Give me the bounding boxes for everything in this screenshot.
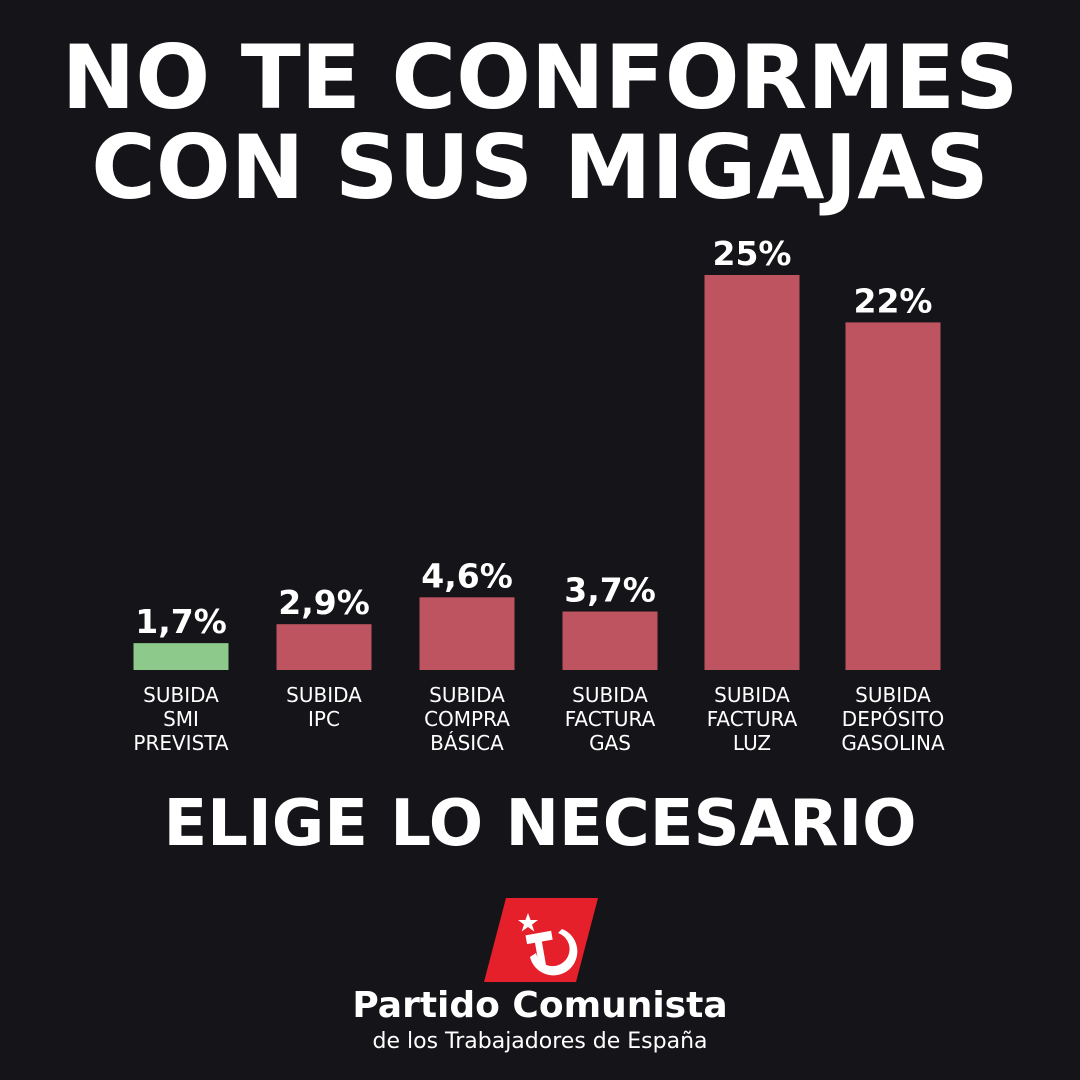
bar-4 [704,275,800,670]
category-label-2-0: SUBIDA [429,683,505,707]
value-label-0: 1,7% [135,602,227,641]
bar-3 [562,611,658,670]
hammer-sickle-star-icon [484,898,598,982]
value-label-4: 25% [713,234,792,273]
value-label-5: 22% [854,281,933,320]
category-label-3-1: FACTURA [565,707,656,731]
headline-line-2: CON SUS MIGAJAS [91,116,989,219]
category-label-4-1: FACTURA [707,707,798,731]
party-name: Partido Comunista [352,985,728,1026]
category-label-5-0: SUBIDA [855,683,931,707]
headline-line-1: NO TE CONFORMES [61,26,1019,129]
bar-2 [419,597,515,670]
category-label-1-0: SUBIDA [286,683,362,707]
category-label-2-1: COMPRA [424,707,510,731]
category-label-3-2: GAS [589,731,631,755]
category-label-2-2: BÁSICA [430,731,504,755]
category-label-5-2: GASOLINA [841,731,945,755]
bar-1 [276,624,372,670]
value-label-3: 3,7% [564,571,656,610]
value-label-1: 2,9% [278,583,370,622]
category-label-0-2: PREVISTA [133,731,229,755]
party-subtitle: de los Trabajadores de España [372,1029,708,1054]
category-label-0-0: SUBIDA [143,683,219,707]
bar-5 [845,322,941,670]
slogan: ELIGE LO NECESARIO [163,787,917,861]
bar-chart: 1,7%SUBIDASMIPREVISTA2,9%SUBIDAIPC4,6%SU… [133,234,945,755]
category-label-1-1: IPC [308,707,340,731]
value-label-2: 4,6% [421,556,513,595]
category-label-4-0: SUBIDA [714,683,790,707]
category-label-0-1: SMI [163,707,199,731]
bar-0 [133,643,229,670]
category-label-5-1: DEPÓSITO [842,707,944,731]
category-label-4-2: LUZ [733,731,771,755]
category-label-3-0: SUBIDA [572,683,648,707]
